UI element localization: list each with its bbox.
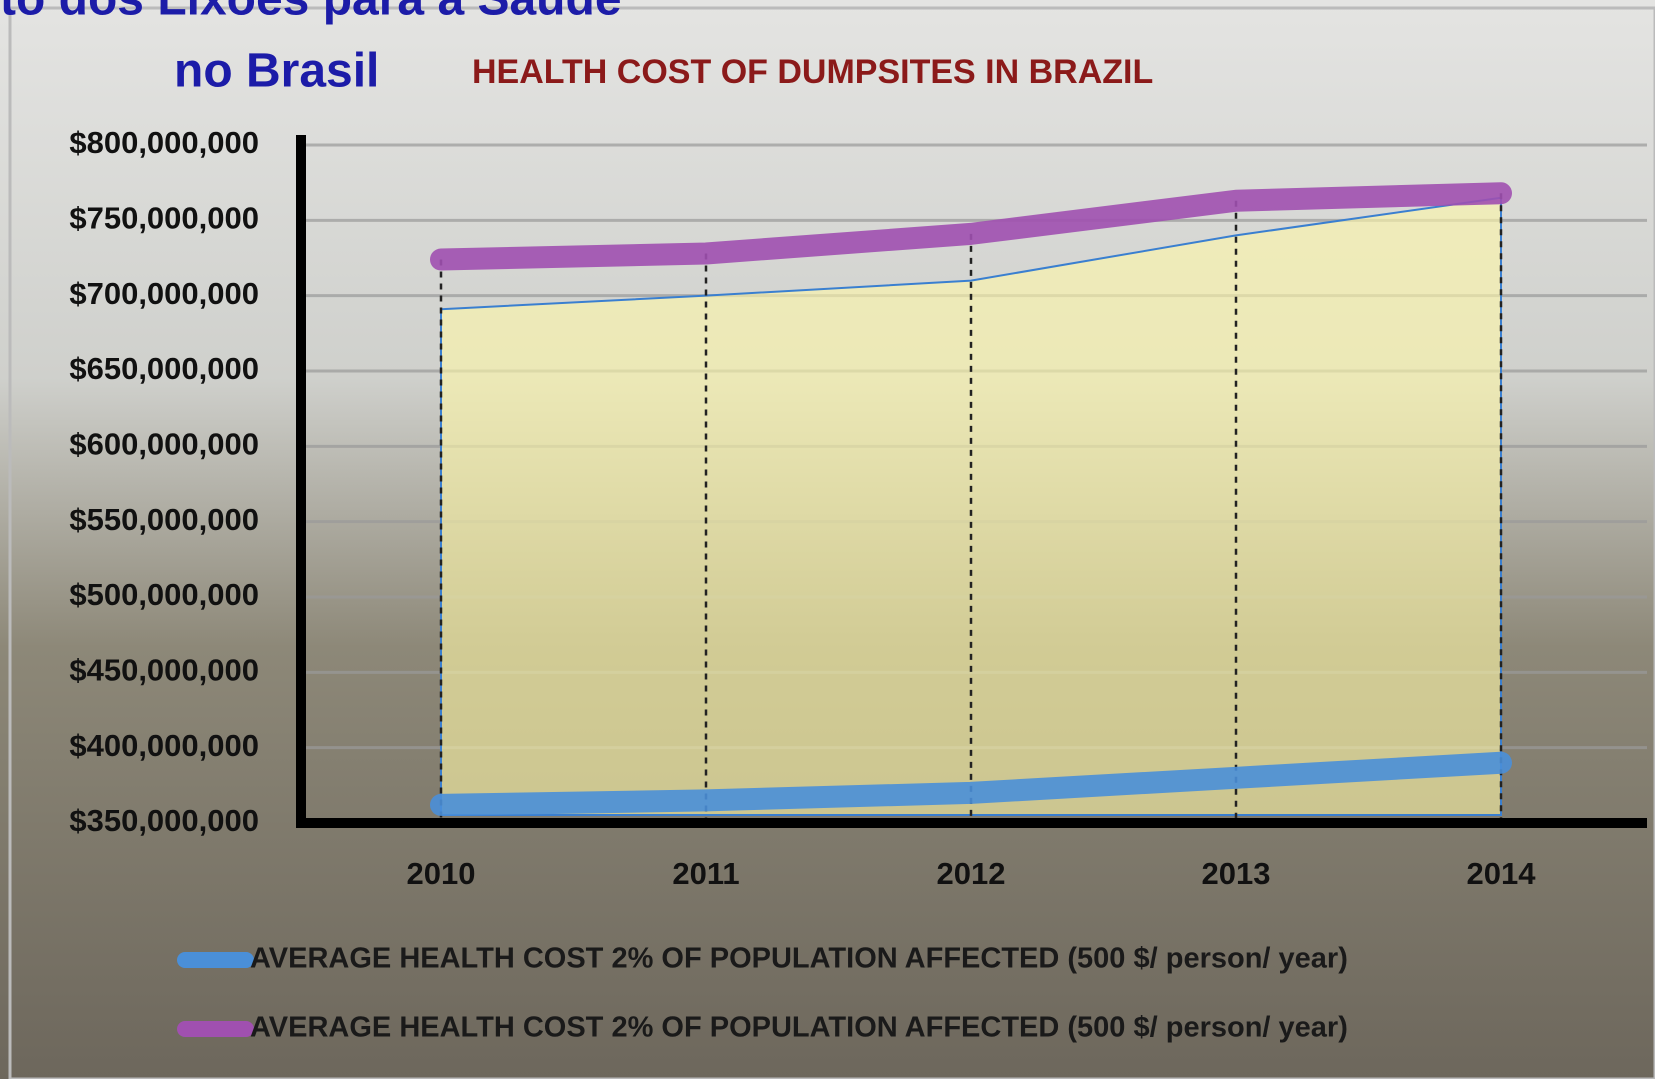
y-tick-label: $650,000,000 (69, 351, 259, 386)
y-tick-label: $800,000,000 (69, 125, 259, 160)
y-tick-label: $400,000,000 (69, 728, 259, 763)
legend-label: AVERAGE HEALTH COST 2% OF POPULATION AFF… (250, 943, 1348, 975)
chart-title: HEALTH COST OF DUMPSITES IN BRAZIL (472, 53, 1153, 91)
y-tick-label: $500,000,000 (69, 577, 259, 612)
frame (8, 6, 1655, 1079)
y-tick-label: $700,000,000 (69, 276, 259, 311)
series-line (430, 182, 1512, 271)
slide-title: no Brasil (174, 45, 379, 98)
legend-label: AVERAGE HEALTH COST 2% OF POPULATION AFF… (250, 1012, 1348, 1044)
x-tick-label: 2010 (407, 856, 476, 891)
x-tick-label: 2011 (672, 856, 739, 891)
y-tick-label: $750,000,000 (69, 201, 259, 236)
x-tick-label: 2013 (1202, 856, 1271, 891)
y-tick-label: $350,000,000 (69, 803, 259, 838)
y-tick-label: $450,000,000 (69, 653, 259, 688)
plot: $350,000,000 $400,000,000 $450,000,000 $500… (69, 125, 1647, 1044)
y-tick-label: $550,000,000 (69, 502, 259, 537)
slide-title: to dos Lixões para a Saúde (0, 0, 622, 26)
x-tick-label: 2012 (937, 856, 1006, 891)
y-tick-label: $600,000,000 (69, 427, 259, 462)
x-tick-label: 2014 (1467, 856, 1537, 891)
series-line (430, 751, 1512, 816)
